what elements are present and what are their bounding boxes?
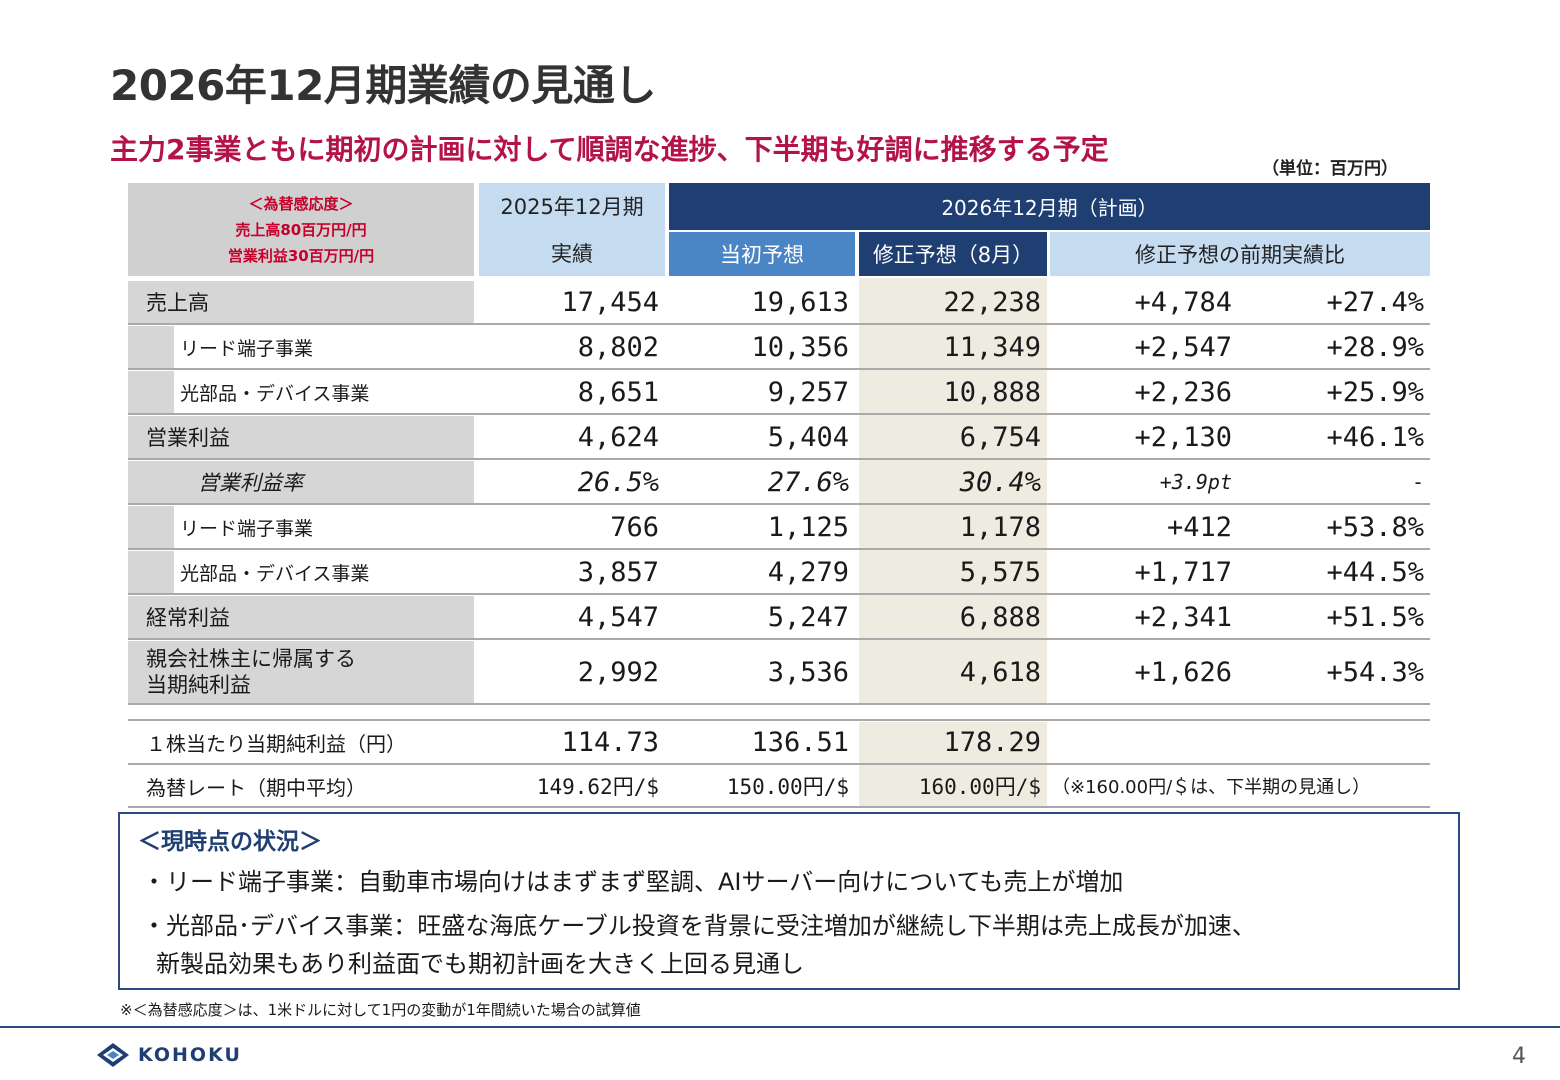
cell-op-diff: +2,130 [1134, 421, 1232, 453]
footnote: ※＜為替感応度＞は、1米ドルに対して1円の変動が1年間続いた場合の試算値 [120, 1001, 641, 1019]
cell-net-initial: 3,536 [767, 656, 849, 688]
row-label-optical-op: 光部品・デバイス事業 [174, 551, 474, 593]
cell-eps-actual: 114.73 [561, 727, 659, 758]
cell-net-pct: +54.3% [1326, 656, 1424, 688]
status-line-optical-cont: 新製品効果もあり利益面でも期初計画を大きく上回る見通し [156, 950, 804, 978]
cell-net-revised: 4,618 [959, 656, 1041, 688]
cell-optical-op-revised: 5,575 [959, 556, 1041, 588]
kohoku-logo-icon [97, 1043, 129, 1067]
fx-sensitivity-op: 営業利益30百万円/円 [227, 246, 375, 265]
unit-label: （単位：百万円） [1262, 159, 1398, 179]
row-label-net-income-line2: 当期純利益 [146, 673, 251, 697]
row-label-net-income-line1: 親会社株主に帰属する [146, 647, 356, 671]
row-label-op-margin: 営業利益率 [174, 461, 474, 503]
row-label-eps: １株当たり当期純利益（円） [146, 732, 406, 756]
fx-sensitivity-box: ＜為替感応度＞ 売上高80百万円/円 営業利益30百万円/円 [128, 183, 474, 276]
cell-margin-initial: 27.6% [767, 466, 849, 498]
cell-margin-actual: 26.5% [577, 466, 659, 498]
revised-column-bg-lower [859, 722, 1047, 808]
cell-optical-sales-pct: +25.9% [1326, 376, 1424, 408]
cell-fx-revised: 160.00円/$ [918, 775, 1041, 799]
cell-ordinary-actual: 4,547 [577, 601, 659, 633]
cell-sales-revised: 22,238 [943, 286, 1041, 318]
cell-lead-op-actual: 766 [610, 511, 659, 543]
cell-op-pct: +46.1% [1326, 421, 1424, 453]
cell-optical-sales-revised: 10,888 [943, 376, 1041, 408]
row-label-lead-sales: リード端子事業 [174, 326, 474, 368]
cell-optical-op-initial: 4,279 [767, 556, 849, 588]
cell-margin-diff: +3.9pt [1159, 470, 1232, 494]
header-yoy: 修正予想の前期実績比 [1050, 232, 1430, 276]
cell-ordinary-pct: +51.5% [1326, 601, 1424, 633]
header-revised: 修正予想（8月） [859, 232, 1047, 276]
company-logo: KOHOKU [96, 1042, 242, 1068]
cell-lead-sales-actual: 8,802 [577, 331, 659, 363]
status-line-optical: ・光部品･デバイス事業：旺盛な海底ケーブル投資を背景に受注増加が継続し下半期は売… [142, 912, 1256, 940]
status-line-lead: ・リード端子事業：自動車市場向けはまずまず堅調、AIサーバー向けについても売上が… [142, 868, 1124, 896]
footer-rule [0, 1026, 1560, 1028]
page-number: 4 [1512, 1044, 1526, 1069]
row-indent [128, 461, 174, 503]
cell-lead-sales-initial: 10,356 [751, 331, 849, 363]
row-indent [128, 371, 174, 413]
cell-op-actual: 4,624 [577, 421, 659, 453]
cell-margin-revised: 30.4% [959, 466, 1041, 498]
header-fy2025-actual: 実績 [551, 241, 593, 266]
cell-optical-op-diff: +1,717 [1134, 556, 1232, 588]
header-fy2025: 2025年12月期 実績 [479, 183, 665, 276]
cell-lead-sales-pct: +28.9% [1326, 331, 1424, 363]
row-label-lead-op: リード端子事業 [174, 506, 474, 548]
cell-net-actual: 2,992 [577, 656, 659, 688]
cell-net-diff: +1,626 [1134, 656, 1232, 688]
row-indent [128, 506, 174, 548]
cell-lead-sales-revised: 11,349 [943, 331, 1041, 363]
cell-optical-sales-initial: 9,257 [767, 376, 849, 408]
fx-sensitivity-sales: 売上高80百万円/円 [235, 220, 367, 239]
cell-sales-pct: +27.4% [1326, 286, 1424, 318]
logo-text: KOHOKU [138, 1044, 242, 1066]
header-fy2025-period: 2025年12月期 [500, 195, 644, 220]
row-label-net-income: 親会社株主に帰属する 当期純利益 [128, 641, 474, 703]
cell-ordinary-initial: 5,247 [767, 601, 849, 633]
header-initial: 当初予想 [669, 232, 855, 276]
row-indent [128, 326, 174, 368]
cell-optical-op-pct: +44.5% [1326, 556, 1424, 588]
cell-optical-sales-diff: +2,236 [1134, 376, 1232, 408]
cell-sales-diff: +4,784 [1134, 286, 1232, 318]
fx-sensitivity-heading: ＜為替感応度＞ [248, 194, 354, 213]
cell-ordinary-diff: +2,341 [1134, 601, 1232, 633]
row-label-operating-profit: 営業利益 [128, 416, 474, 458]
cell-optical-sales-actual: 8,651 [577, 376, 659, 408]
cell-margin-pct: - [1411, 470, 1424, 494]
header-fy2026: 2026年12月期（計画） [669, 183, 1430, 230]
forecast-table: ＜為替感応度＞ 売上高80百万円/円 営業利益30百万円/円 2025年12月期… [128, 183, 1430, 808]
fx-rate-note: （※160.00円/＄は、下半期の見通し） [1052, 777, 1371, 798]
cell-fx-actual: 149.62円/$ [536, 775, 659, 799]
page-subtitle: 主力2事業ともに期初の計画に対して順調な進捗、下半期も好調に推移する予定 [110, 133, 1109, 166]
status-title: ＜現時点の状況＞ [138, 829, 322, 855]
cell-lead-sales-diff: +2,547 [1134, 331, 1232, 363]
cell-optical-op-actual: 3,857 [577, 556, 659, 588]
cell-ordinary-revised: 6,888 [959, 601, 1041, 633]
cell-op-revised: 6,754 [959, 421, 1041, 453]
page-title: 2026年12月期業績の見通し [110, 61, 656, 110]
cell-lead-op-diff: +412 [1166, 511, 1232, 543]
row-label-ordinary-profit: 経常利益 [128, 596, 474, 638]
cell-op-initial: 5,404 [767, 421, 849, 453]
cell-eps-revised: 178.29 [943, 727, 1041, 758]
cell-fx-initial: 150.00円/$ [726, 775, 849, 799]
cell-lead-op-revised: 1,178 [959, 511, 1041, 543]
status-box: ＜現時点の状況＞ ・リード端子事業：自動車市場向けはまずまず堅調、AIサーバー向… [118, 812, 1460, 990]
cell-sales-initial: 19,613 [751, 286, 849, 318]
cell-eps-initial: 136.51 [751, 727, 849, 758]
cell-lead-op-initial: 1,125 [767, 511, 849, 543]
row-label-sales: 売上高 [128, 281, 474, 323]
cell-lead-op-pct: +53.8% [1326, 511, 1424, 543]
row-label-optical-sales: 光部品・デバイス事業 [174, 371, 474, 413]
revised-column-bg [859, 278, 1047, 703]
row-indent [128, 551, 174, 593]
cell-sales-actual: 17,454 [561, 286, 659, 318]
row-label-fx-rate: 為替レート（期中平均） [146, 775, 366, 800]
